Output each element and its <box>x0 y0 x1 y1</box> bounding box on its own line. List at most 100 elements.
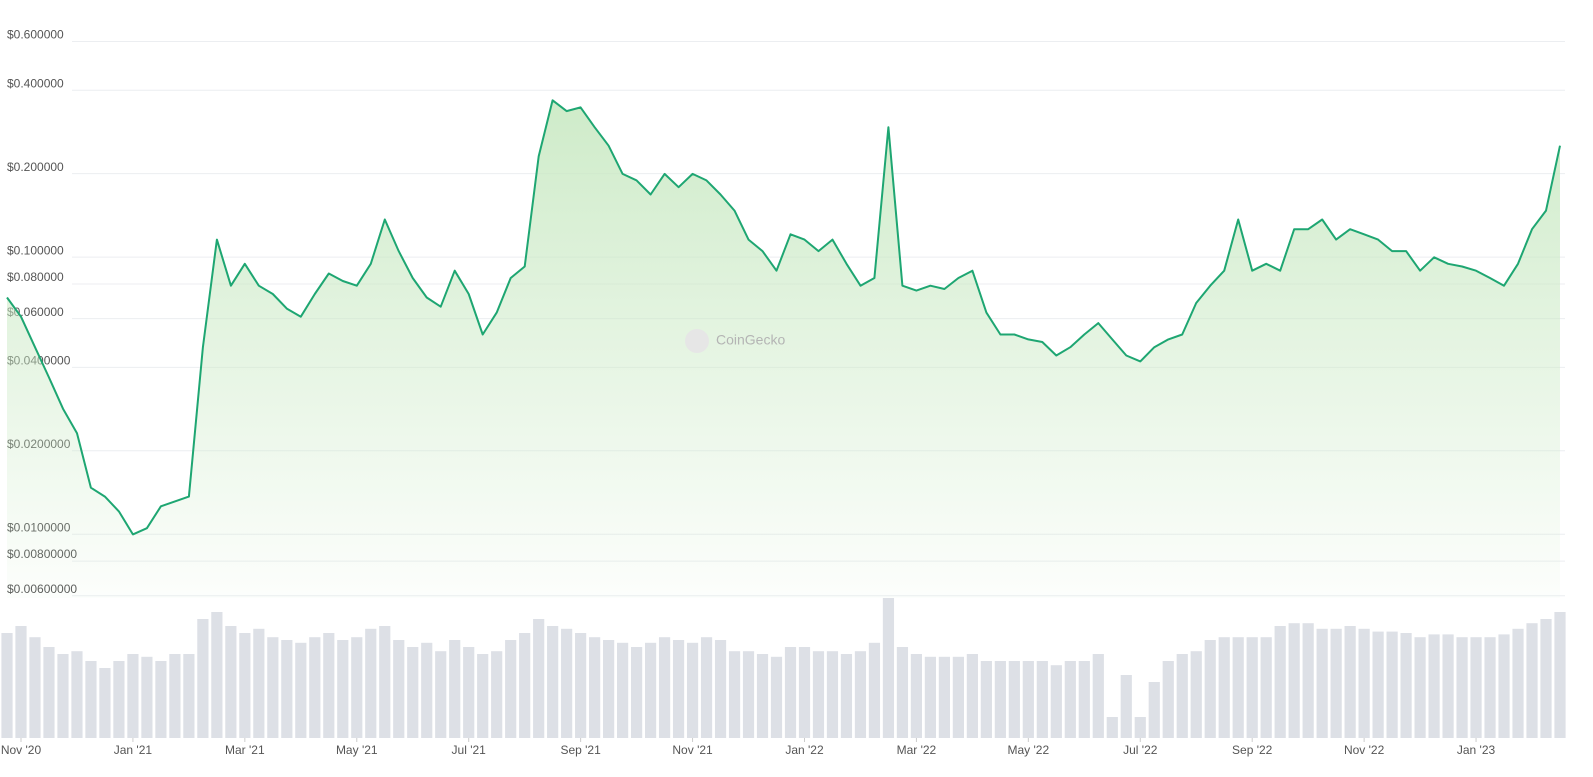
x-tick-label: Jan '23 <box>1457 743 1496 757</box>
volume-bar <box>43 647 55 738</box>
volume-bar <box>882 598 895 738</box>
x-tick-label: Sep '22 <box>1232 743 1273 757</box>
volume-bar <box>267 637 279 738</box>
x-tick-label: Jul '21 <box>452 743 487 757</box>
volume-bar <box>924 656 937 738</box>
volume-bar <box>700 637 713 738</box>
x-tick-label: Jan '21 <box>114 743 153 757</box>
volume-bar <box>1092 654 1104 738</box>
volume-bar <box>547 626 559 738</box>
volume-bar <box>1162 661 1174 738</box>
volume-bar <box>910 654 923 738</box>
x-tick-label: May '21 <box>336 743 378 757</box>
volume-bar <box>1120 675 1132 738</box>
volume-bar <box>1498 634 1510 738</box>
volume-bar <box>365 628 377 738</box>
volume-bar <box>1316 628 1328 738</box>
x-tick-label: Nov '22 <box>1344 743 1385 757</box>
volume-bar <box>1008 661 1020 738</box>
volume-bar <box>379 626 391 738</box>
volume-bar <box>337 640 349 738</box>
volume-bar <box>840 654 853 738</box>
volume-bar <box>1036 661 1048 738</box>
volume-bar <box>980 661 992 738</box>
volume-bar <box>798 647 811 738</box>
volume-bar <box>323 633 335 738</box>
volume-bar <box>854 651 867 738</box>
volume-bar <box>505 640 517 738</box>
volume-bar <box>658 637 671 738</box>
volume-bar <box>449 640 461 738</box>
volume-bar <box>1400 633 1412 738</box>
volume-bar <box>1302 623 1314 738</box>
volume-bar <box>351 637 363 738</box>
volume-bar <box>99 668 111 738</box>
volume-bar <box>1330 628 1342 738</box>
volume-bar <box>952 656 964 738</box>
volume-bar <box>1442 634 1454 738</box>
volume-bar <box>672 640 685 738</box>
volume-bar <box>1246 637 1258 738</box>
volume-bar <box>57 654 69 738</box>
volume-bar <box>407 647 419 738</box>
volume-bar <box>1134 717 1146 738</box>
volume-bar <box>295 642 307 738</box>
watermark: CoinGecko <box>685 329 785 353</box>
y-tick-label: $0.100000 <box>7 243 64 257</box>
y-tick-label: $0.200000 <box>7 160 64 174</box>
volume-bar <box>714 640 727 738</box>
volume-bar <box>728 651 741 738</box>
y-tick-label: $0.060000 <box>7 305 64 319</box>
volume-bar <box>15 626 27 738</box>
price-area <box>7 100 1560 599</box>
volume-bar <box>1372 631 1384 738</box>
volume-bar <box>589 637 601 738</box>
volume-bar <box>644 642 657 738</box>
volume-bar <box>71 651 83 738</box>
volume-bar <box>113 661 125 738</box>
volume-bar <box>1232 637 1244 738</box>
volume-bar <box>393 640 405 738</box>
volume-bar <box>1022 661 1034 738</box>
x-tick-label: Nov '21 <box>672 743 713 757</box>
x-tick-label: May '22 <box>1008 743 1050 757</box>
volume-bar <box>994 661 1006 738</box>
volume-bar <box>561 628 573 738</box>
volume-bar <box>868 642 881 738</box>
volume-bar <box>1414 637 1426 738</box>
volume-bar <box>141 656 153 738</box>
volume-bar <box>211 612 223 738</box>
y-tick-label: $0.600000 <box>7 28 64 42</box>
volume-bar <box>463 647 475 738</box>
volume-bar <box>1148 682 1160 738</box>
volume-bar <box>421 642 433 738</box>
volume-bar <box>1344 626 1356 738</box>
volume-bar <box>966 654 978 738</box>
volume-bar <box>127 654 139 738</box>
volume-bar <box>1512 628 1524 738</box>
volume-bar <box>491 651 503 738</box>
volume-bar <box>1190 651 1202 738</box>
volume-bar <box>1484 637 1496 738</box>
volume-bar <box>1274 626 1286 738</box>
volume-bar <box>1428 634 1440 738</box>
volume-bar <box>575 633 587 738</box>
watermark-logo <box>685 329 709 353</box>
volume-bar <box>938 656 950 738</box>
volume-bar <box>519 633 531 738</box>
volume-bar <box>253 628 265 738</box>
volume-bar <box>896 647 909 738</box>
volume-bar <box>435 651 447 738</box>
x-tick-label: Mar '21 <box>225 743 265 757</box>
volume-bar <box>239 633 251 738</box>
volume-bar <box>1 633 13 738</box>
volume-bar <box>826 651 839 738</box>
volume-bar <box>1064 661 1076 738</box>
volume-bar <box>686 642 699 738</box>
volume-bar <box>1204 640 1216 738</box>
volume-bar <box>770 656 783 738</box>
y-tick-label: $0.080000 <box>7 270 64 284</box>
volume-bar <box>784 647 797 738</box>
volume-bar <box>812 651 825 738</box>
